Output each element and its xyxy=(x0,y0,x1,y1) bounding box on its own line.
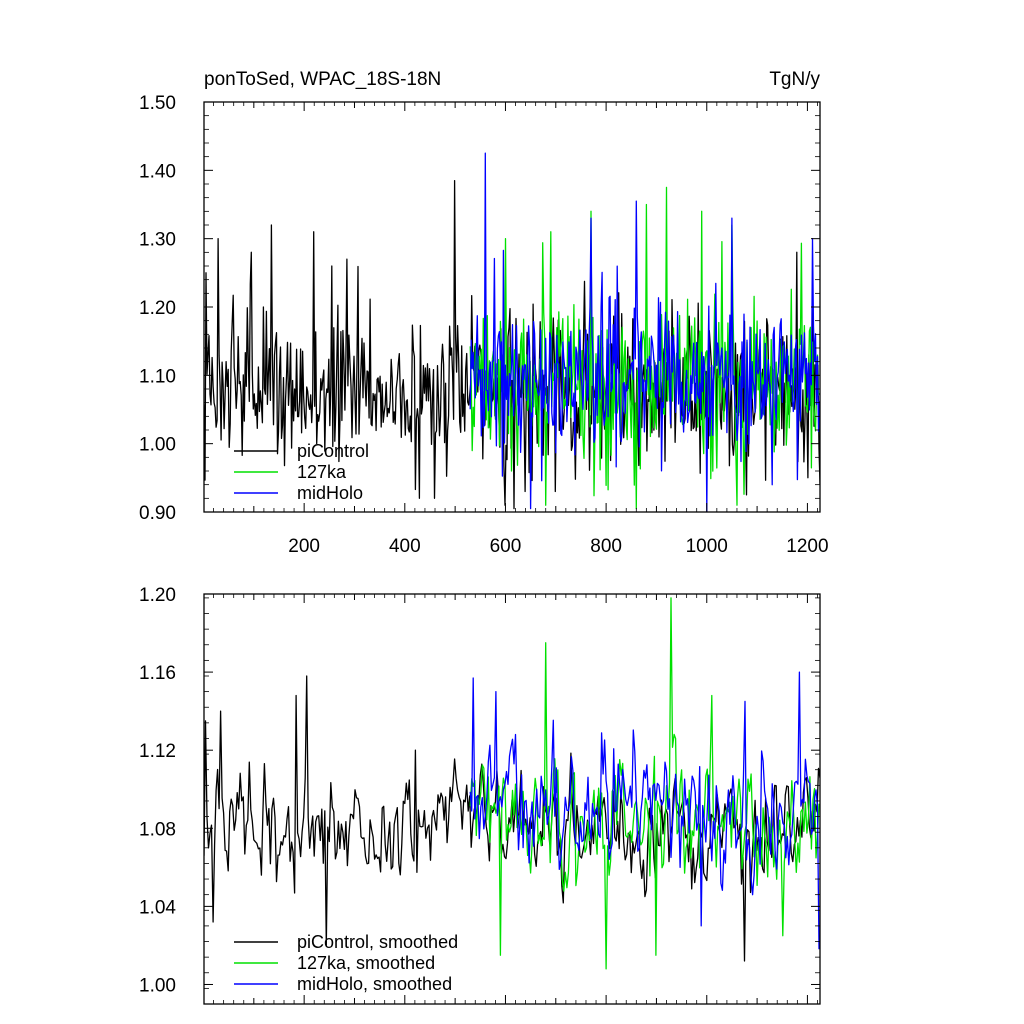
bot-legend-label: piControl, smoothed xyxy=(297,932,458,952)
top-legend-label: midHolo xyxy=(297,483,363,503)
top-y-tick-label: 1.50 xyxy=(139,93,176,114)
bot-y-tick-label: 1.04 xyxy=(139,897,176,918)
top-units: TgN/y xyxy=(769,69,820,90)
bot-series-line-2 xyxy=(469,671,820,950)
bot-y-tick-label: 1.20 xyxy=(139,585,176,606)
bottom-series-group xyxy=(204,597,820,970)
bot-y-tick-label: 1.00 xyxy=(139,975,176,996)
top-axes: 200 400 600 800 1000 1200 0.90 1.00 1.10 1.20 1.30… xyxy=(139,93,829,557)
top-legend-label: piControl xyxy=(297,441,369,461)
top-y-tick-label: 0.90 xyxy=(139,503,176,524)
top-series-group xyxy=(204,152,820,512)
bot-legend-label: midHolo, smoothed xyxy=(297,974,452,994)
bot-series-line-0 xyxy=(204,675,820,962)
bot-series-line-1 xyxy=(469,597,820,970)
top-x-tick-label: 600 xyxy=(490,536,522,557)
top-panel: ponToSed, WPAC_18S-18N TgN/y 200 400 600 80… xyxy=(139,69,829,557)
top-y-tick-label: 1.40 xyxy=(139,161,176,182)
bot-y-tick-label: 1.12 xyxy=(139,741,176,762)
top-legend-label: 127ka xyxy=(297,462,347,482)
bottom-panel: 1.00 1.04 1.08 1.12 1.16 1.20 piControl, smoo… xyxy=(139,585,821,1005)
top-x-tick-label: 800 xyxy=(590,536,622,557)
top-y-tick-label: 1.30 xyxy=(139,230,176,251)
bottom-axes: 1.00 1.04 1.08 1.12 1.16 1.20 xyxy=(139,585,820,1004)
top-series-line-2 xyxy=(469,152,820,512)
top-series-line-0 xyxy=(204,179,820,510)
top-x-tick-label: 400 xyxy=(389,536,421,557)
bottom-plot-frame xyxy=(203,593,821,1005)
top-y-tick-label: 1.00 xyxy=(139,435,176,456)
top-title: ponToSed, WPAC_18S-18N xyxy=(204,69,441,90)
top-x-tick-label: 1000 xyxy=(686,536,728,557)
bot-y-tick-label: 1.08 xyxy=(139,819,176,840)
top-y-tick-label: 1.20 xyxy=(139,298,176,319)
top-series-line-1 xyxy=(469,186,820,510)
top-x-tick-label: 1200 xyxy=(786,536,828,557)
top-y-tick-label: 1.10 xyxy=(139,366,176,387)
top-x-tick-label: 200 xyxy=(288,536,320,557)
bot-legend-label: 127ka, smoothed xyxy=(297,953,435,973)
bot-y-tick-label: 1.16 xyxy=(139,663,176,684)
